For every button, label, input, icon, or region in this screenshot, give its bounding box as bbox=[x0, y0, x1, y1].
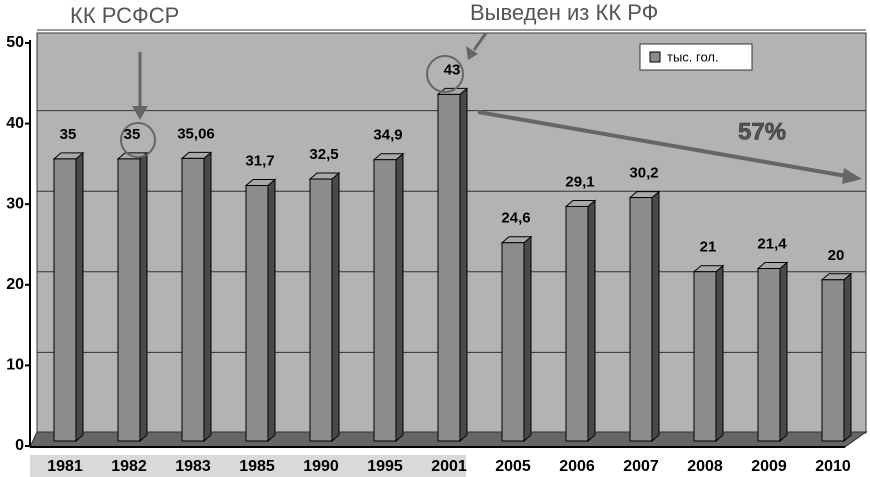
value-label: 24,6 bbox=[501, 210, 530, 227]
bar bbox=[53, 158, 77, 442]
bar-side bbox=[587, 199, 596, 443]
value-label: 32,5 bbox=[309, 146, 338, 163]
x-tick-label: 2010 bbox=[815, 458, 851, 475]
x-tick-label: 1983 bbox=[175, 458, 211, 475]
x-tick-label: 1995 bbox=[367, 458, 403, 475]
bar-side bbox=[651, 190, 660, 443]
bar bbox=[437, 93, 461, 442]
bar bbox=[821, 279, 845, 442]
highlight-circle bbox=[120, 122, 156, 158]
bar bbox=[245, 184, 269, 442]
annotation: 57% bbox=[738, 118, 786, 145]
value-label: 20 bbox=[828, 247, 845, 264]
x-tick-label: 2005 bbox=[495, 458, 531, 475]
annotation: Выведен из КК РФ bbox=[470, 0, 658, 25]
value-label: 21 bbox=[700, 239, 717, 256]
bar-side bbox=[203, 151, 212, 443]
trend-arrow bbox=[477, 110, 847, 178]
arrow bbox=[472, 32, 488, 51]
bar-side bbox=[139, 151, 148, 443]
value-label: 35 bbox=[124, 126, 141, 143]
x-tick-label: 2009 bbox=[751, 458, 787, 475]
y-tick-label: 30 bbox=[6, 195, 24, 212]
annotation: КК РСФСР bbox=[70, 3, 179, 28]
arrow-head bbox=[132, 106, 148, 120]
y-tick-label: 40 bbox=[6, 115, 24, 132]
x-tick-label: 2007 bbox=[623, 458, 659, 475]
bar bbox=[501, 242, 525, 442]
bar-side bbox=[459, 87, 468, 443]
bar bbox=[565, 205, 589, 442]
bar-side bbox=[715, 264, 724, 443]
bar bbox=[309, 178, 333, 442]
y-tick-label: 20 bbox=[6, 276, 24, 293]
value-label: 35 bbox=[60, 126, 77, 143]
y-tick-label: 50 bbox=[6, 34, 24, 51]
highlight-circle bbox=[426, 55, 464, 93]
legend: тыс. гол. bbox=[639, 43, 753, 71]
value-label: 43 bbox=[444, 61, 461, 78]
bar-side bbox=[523, 235, 532, 443]
bar-side bbox=[267, 178, 276, 443]
y-tick-label: 10 bbox=[6, 357, 24, 374]
x-tick-label: 2006 bbox=[559, 458, 595, 475]
bar bbox=[181, 157, 205, 442]
bar-side bbox=[331, 171, 340, 443]
x-tick-label: 1985 bbox=[239, 458, 275, 475]
x-tick-label: 1982 bbox=[111, 458, 147, 475]
bar-side bbox=[843, 272, 852, 443]
x-tick-label: 1981 bbox=[47, 458, 83, 475]
value-label: 29,1 bbox=[565, 173, 594, 190]
x-tick-label: 2008 bbox=[687, 458, 723, 475]
value-label: 35,06 bbox=[177, 125, 215, 142]
arrow-head bbox=[842, 168, 862, 184]
value-label: 21,4 bbox=[757, 235, 787, 252]
legend-label: тыс. гол. bbox=[667, 49, 719, 64]
value-label: 31,7 bbox=[245, 152, 274, 169]
bar bbox=[693, 271, 717, 442]
x-tick-label: 2001 bbox=[431, 458, 467, 475]
bar bbox=[629, 197, 653, 442]
bar bbox=[373, 159, 397, 442]
arrow-head bbox=[466, 46, 478, 60]
legend-swatch bbox=[649, 51, 661, 63]
y-tick-label: 0 bbox=[15, 437, 24, 454]
bar-side bbox=[779, 261, 788, 443]
value-label: 30,2 bbox=[629, 165, 658, 182]
bar bbox=[117, 158, 141, 442]
bar bbox=[757, 268, 781, 442]
highlight-band bbox=[30, 455, 466, 477]
bar-side bbox=[75, 151, 84, 443]
value-label: 34,9 bbox=[373, 127, 402, 144]
x-tick-label: 1990 bbox=[303, 458, 339, 475]
bar-side bbox=[395, 152, 404, 443]
